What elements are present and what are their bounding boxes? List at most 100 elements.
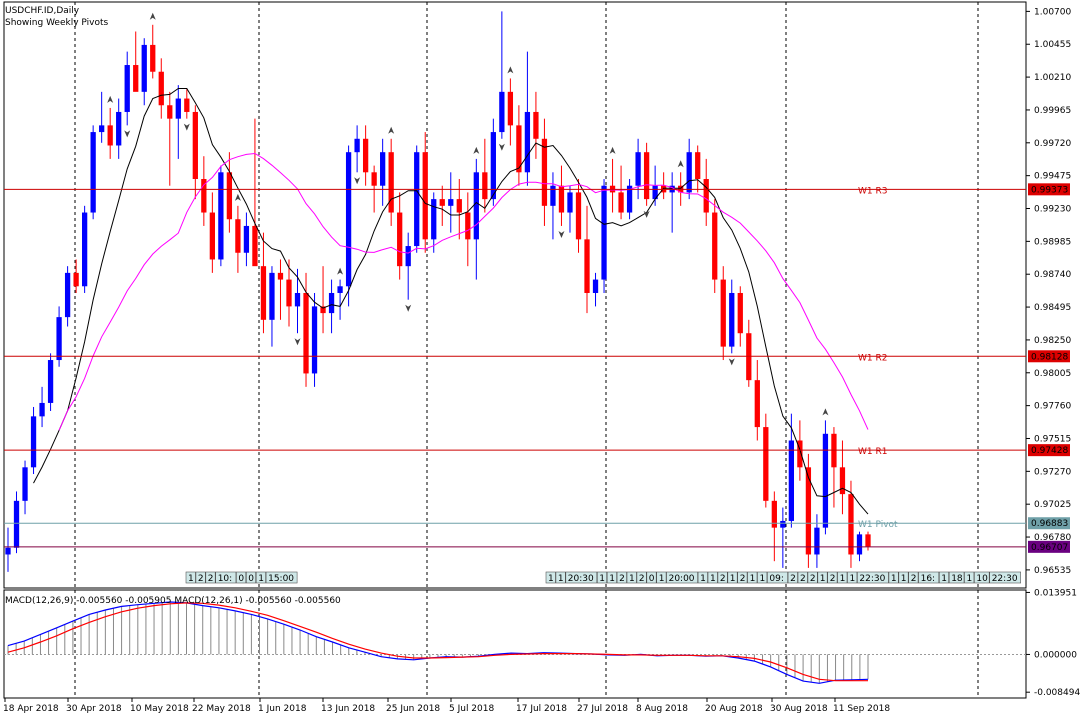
candle-body [201,179,207,213]
fractal-arrow [507,66,514,74]
candle-body [362,138,369,173]
pivot-price-tag [1028,517,1070,530]
candle-body [73,272,79,287]
y-tick-label: 0.98985 [1034,237,1071,247]
y-tick-label: 1.00455 [1034,40,1071,50]
mini-label-text: 1 [659,574,665,584]
candle-body [482,172,488,200]
candle-body [550,185,556,206]
mini-label [717,571,728,584]
candle-body [124,65,130,112]
candle-body [345,152,352,287]
candle-body [99,125,105,133]
candle-body [388,152,394,213]
x-tick-label: 30 Apr 2018 [66,704,122,714]
x-tick-label: 10 May 2018 [130,704,189,714]
y-tick-label: 0.99965 [1034,106,1071,116]
candle-body [558,185,565,213]
mini-label [545,571,556,584]
mini-label-text: 15:00 [268,574,294,584]
pivot-price-label: 0.97428 [1031,446,1068,456]
pivot-price-tag [1028,183,1070,196]
x-tick-label: 27 Jul 2018 [577,704,628,714]
candle-body [763,427,769,501]
chart-subtitle: Showing Weekly Pivots [5,18,108,28]
candle-body [380,152,386,186]
mini-label-text: 20:30 [568,574,594,584]
mini-label [195,571,206,584]
fractal-arrow [388,126,395,134]
fractal-arrow [354,177,361,185]
macd-y-tick-label: 0.013951 [1034,588,1077,598]
mini-label [596,571,607,584]
fractal-arrow [124,130,131,138]
candle-body [354,138,360,153]
mini-label [555,571,566,584]
candle-body [226,172,233,220]
mini-label [817,571,828,584]
y-tick-label: 0.97760 [1034,402,1071,412]
pivot-price-label: 0.96707 [1031,543,1068,553]
x-tick-label: 22 May 2018 [192,704,251,714]
mini-label [215,571,237,584]
y-tick-label: 0.97270 [1034,467,1071,477]
mini-label [697,571,708,584]
mini-label [767,571,788,584]
mini-label-text: 2 [619,574,625,584]
pivot-label: W1 R2 [858,353,887,363]
mini-label-text: 1 [548,574,554,584]
pivot-price-label: 0.99373 [1031,185,1068,195]
candle-body [175,98,181,119]
y-tick-label: 0.99230 [1034,205,1071,215]
candle-body [150,44,156,72]
mini-label-text: 1 [599,574,605,584]
mini-label-text: 18 [951,574,963,584]
y-tick-label: 0.98005 [1034,369,1071,379]
candle-body [209,212,215,260]
y-tick-label: 0.99475 [1034,172,1071,182]
fractal-arrow [107,95,114,103]
x-tick-label: 11 Sep 2018 [833,704,890,714]
mini-label-text: 1 [901,574,907,584]
candle-body [822,433,829,528]
mini-label [255,571,266,584]
mini-label [757,571,768,584]
macd-y-tick-label: 0.000000 [1034,650,1077,660]
mini-label-text: 1 [700,574,706,584]
y-tick-label: 0.97515 [1034,434,1071,444]
mini-label-text: 2 [639,574,645,584]
candle-body [320,306,326,314]
candle-body [414,152,420,247]
mini-label [837,571,848,584]
candle-body [737,292,743,334]
macd-title: MACD(12,26,9) -0.005560 -0.005905 MACD(1… [5,596,341,606]
mini-label [938,571,949,584]
mini-label-text: 0 [649,574,655,584]
candle-body [192,111,198,180]
x-tick-label: 20 Aug 2018 [705,704,763,714]
pivot-label: W1 Pivot [858,520,898,530]
candle-body [39,402,45,417]
x-tick-label: 25 Jun 2018 [386,704,440,714]
mini-label [707,571,718,584]
candle-body [703,179,709,213]
candle-body [507,91,514,126]
mini-label [847,571,858,584]
candle-body [754,380,760,428]
mini-label-text: 2 [208,574,214,584]
candle-body [839,467,846,495]
mini-label-text: 0 [238,574,244,584]
candle-body [575,192,582,240]
mini-label-text: 2 [740,574,746,584]
pivot-price-label: 0.98128 [1031,352,1068,362]
candle-body [592,279,599,293]
candle-body [601,185,607,280]
candle-body [397,212,403,267]
candle-body [90,132,96,213]
candle-body [584,239,590,293]
mini-label-text: 1 [967,574,973,584]
mini-label [737,571,748,584]
candle-body [567,192,573,213]
x-tick-label: 13 Jun 2018 [321,704,375,714]
mini-label-text: 1 [258,574,264,584]
